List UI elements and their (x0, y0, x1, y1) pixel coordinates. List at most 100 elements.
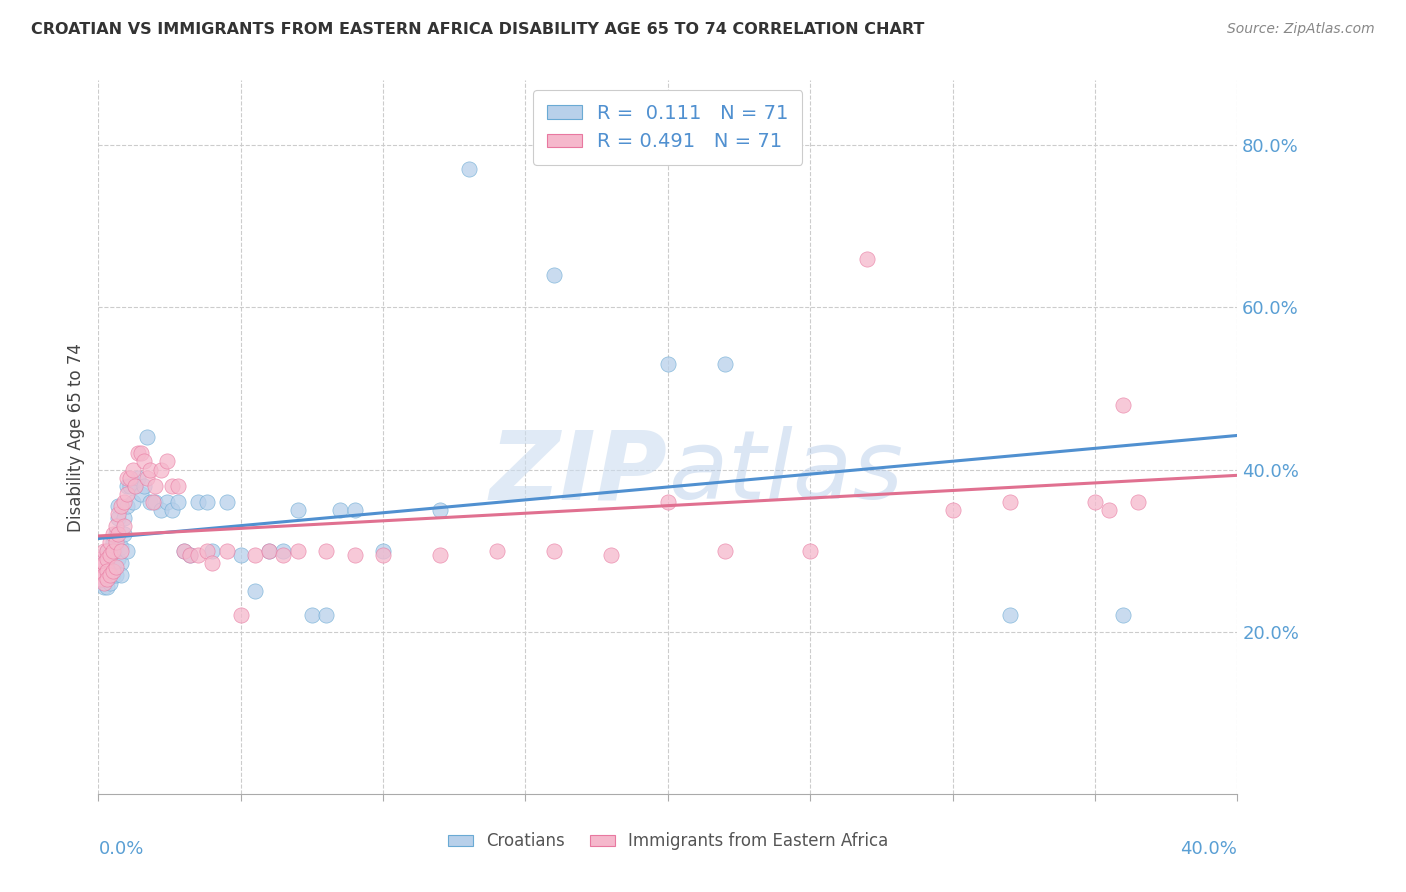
Point (115, 470, 138, 484)
Point (173, 543, 195, 558)
Point (96, 572, 118, 586)
Text: 0.0%: 0.0% (98, 840, 143, 858)
Point (107, 507, 129, 521)
Point (543, 543, 565, 558)
Point (90, 568, 112, 582)
Point (215, 543, 238, 558)
Point (101, 568, 124, 582)
Point (107, 499, 129, 513)
Point (93, 580, 115, 594)
Point (195, 495, 218, 509)
Point (457, 162, 479, 177)
Point (90, 576, 112, 591)
Point (107, 527, 129, 541)
Point (343, 503, 366, 517)
Point (259, 543, 281, 558)
Point (301, 608, 323, 623)
Point (112, 519, 135, 533)
Text: 40.0%: 40.0% (1181, 840, 1237, 858)
Point (98, 568, 121, 582)
Point (93, 572, 115, 586)
Point (110, 568, 132, 582)
Point (96, 564, 118, 578)
Text: atlas: atlas (668, 426, 903, 519)
Point (127, 446, 149, 460)
Legend: Croatians, Immigrants from Eastern Africa: Croatians, Immigrants from Eastern Afric… (441, 826, 894, 857)
Point (96, 580, 118, 594)
Point (93, 543, 115, 558)
Point (101, 527, 124, 541)
Point (201, 543, 224, 558)
Point (101, 548, 124, 562)
Point (107, 511, 129, 525)
Point (187, 548, 209, 562)
Point (93, 559, 115, 574)
Point (1098, 503, 1121, 517)
Point (315, 543, 337, 558)
Point (173, 543, 195, 558)
Point (101, 535, 124, 549)
Point (195, 543, 218, 558)
Point (132, 454, 155, 468)
Point (93, 551, 115, 566)
Point (138, 462, 160, 476)
Point (287, 543, 309, 558)
Point (104, 535, 127, 549)
Point (132, 479, 155, 493)
Point (429, 548, 451, 562)
Point (998, 495, 1021, 509)
Point (96, 556, 118, 570)
Point (229, 608, 252, 623)
Point (96, 543, 118, 558)
Point (179, 548, 201, 562)
Point (135, 430, 157, 444)
Point (156, 495, 179, 509)
Point (486, 543, 509, 558)
Point (1112, 398, 1135, 412)
Point (714, 357, 737, 371)
Point (124, 479, 146, 493)
Point (187, 495, 209, 509)
Text: ZIP: ZIP (489, 426, 668, 519)
Point (135, 470, 157, 484)
Point (90, 572, 112, 586)
Point (115, 543, 138, 558)
Point (127, 470, 149, 484)
Point (104, 540, 127, 554)
Point (110, 540, 132, 554)
Point (315, 608, 337, 623)
Point (118, 470, 141, 484)
Point (115, 499, 138, 513)
Point (93, 568, 115, 582)
Point (141, 495, 163, 509)
Point (799, 543, 821, 558)
Point (115, 479, 138, 493)
Point (93, 556, 115, 570)
Point (115, 487, 138, 501)
Point (543, 268, 565, 282)
Point (101, 543, 124, 558)
Point (101, 559, 124, 574)
Point (90, 551, 112, 566)
Point (145, 495, 167, 509)
Point (343, 548, 366, 562)
Point (110, 543, 132, 558)
Point (429, 503, 451, 517)
Point (98, 543, 121, 558)
Point (96, 551, 118, 566)
Point (118, 479, 141, 493)
Point (329, 503, 352, 517)
Point (104, 519, 127, 533)
Point (90, 572, 112, 586)
Text: Source: ZipAtlas.com: Source: ZipAtlas.com (1227, 22, 1375, 37)
Point (856, 252, 879, 266)
Point (98, 551, 121, 566)
Point (90, 568, 112, 582)
Point (104, 568, 127, 582)
Point (373, 548, 395, 562)
Point (273, 548, 295, 562)
Point (145, 479, 167, 493)
Point (162, 503, 184, 517)
Point (150, 462, 173, 476)
Point (110, 499, 132, 513)
